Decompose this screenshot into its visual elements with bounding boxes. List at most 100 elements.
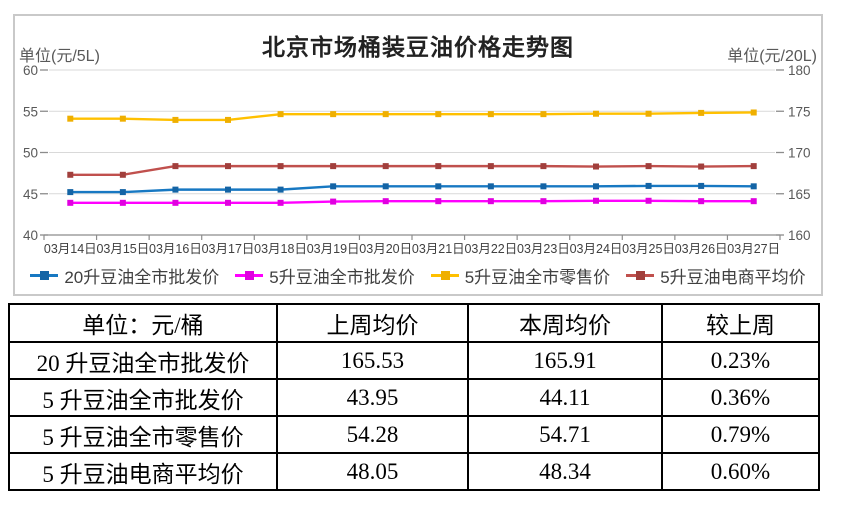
- value-cell: 44.11: [467, 378, 663, 417]
- x-axis-date-label: 03月18日: [254, 242, 307, 256]
- series-line: [70, 184, 754, 194]
- price-summary-table: 单位：元/桶 上周均价 本周均价 较上周 20 升豆油全市批发价 165.53 165.9…: [8, 303, 820, 491]
- table-row: 5 升豆油电商平均价 48.05 48.34 0.60%: [8, 452, 820, 491]
- legend-marker-icon: [235, 270, 264, 280]
- series-marker: [645, 182, 652, 189]
- legend-item: 5升豆油电商平均价: [626, 263, 806, 288]
- left-axis-tick-label: 40: [23, 228, 38, 243]
- x-axis-date-label: 03月15日: [96, 242, 149, 256]
- legend-label: 5升豆油电商平均价: [660, 267, 806, 287]
- series-marker: [698, 109, 705, 116]
- table-header-row: 单位：元/桶 上周均价 本周均价 较上周: [8, 303, 820, 343]
- series-marker: [225, 116, 231, 123]
- series-marker: [172, 163, 179, 170]
- x-axis-date-label: 03月25日: [622, 242, 675, 256]
- series-marker: [540, 163, 547, 170]
- legend-item: 5升豆油全市零售价: [430, 263, 610, 288]
- x-axis-date-label: 03月20日: [359, 242, 412, 256]
- series-marker: [750, 109, 757, 116]
- series-marker: [277, 111, 284, 118]
- right-axis-unit-label: 单位(元/20L): [727, 48, 817, 65]
- series-marker: [67, 171, 74, 178]
- series-marker: [540, 198, 547, 205]
- x-axis-date-label: 03月21日: [412, 242, 465, 256]
- series-marker: [382, 183, 389, 190]
- series-marker: [172, 199, 179, 206]
- series-marker: [435, 183, 442, 190]
- table-header-cell: 上周均价: [276, 303, 469, 343]
- series-marker: [172, 186, 179, 193]
- series-line: [70, 199, 754, 205]
- value-cell: 0.79%: [661, 415, 820, 454]
- value-cell: 54.71: [467, 415, 663, 454]
- table-row: 5 升豆油全市零售价 54.28 54.71 0.79%: [8, 415, 820, 454]
- right-axis-tick-label: 165: [788, 187, 811, 202]
- series-marker: [750, 198, 757, 205]
- legend-marker-icon: [430, 270, 459, 280]
- series-marker: [225, 186, 231, 193]
- legend-item: 5升豆油全市批发价: [235, 263, 415, 288]
- left-axis-tick-label: 60: [23, 63, 38, 78]
- series-marker: [330, 183, 337, 190]
- series-marker: [225, 163, 231, 170]
- legend-marker-icon: [30, 270, 59, 280]
- series-marker: [645, 163, 652, 170]
- series-marker: [487, 198, 494, 205]
- left-axis-tick-label: 55: [23, 104, 38, 119]
- series-marker: [435, 111, 442, 118]
- x-axis-date-label: 03月23日: [517, 242, 570, 256]
- series-marker: [540, 111, 547, 118]
- series-marker: [645, 110, 652, 117]
- series-marker: [593, 197, 599, 204]
- x-axis-date-label: 03月27日: [727, 242, 780, 256]
- right-axis-tick-label: 175: [788, 104, 811, 119]
- value-cell: 43.95: [276, 378, 469, 417]
- series-marker: [435, 198, 442, 205]
- series-marker: [119, 189, 126, 196]
- right-axis-tick-label: 160: [788, 228, 811, 243]
- row-label-cell: 5 升豆油全市批发价: [8, 378, 278, 417]
- left-axis-tick-label: 45: [23, 187, 38, 202]
- series-marker: [172, 116, 179, 123]
- series-line: [70, 164, 754, 176]
- x-axis-date-label: 03月16日: [149, 242, 202, 256]
- row-label-cell: 5 升豆油电商平均价: [8, 452, 278, 491]
- series-line: [70, 111, 754, 122]
- table-header-cell: 本周均价: [467, 303, 663, 343]
- series-marker: [382, 198, 389, 205]
- series-marker: [277, 199, 284, 206]
- series-marker: [540, 183, 547, 190]
- series-marker: [593, 110, 599, 117]
- legend-item: 20升豆油全市批发价: [30, 263, 219, 288]
- legend-label: 5升豆油全市批发价: [269, 267, 415, 287]
- series-marker: [750, 163, 757, 170]
- series-marker: [67, 189, 74, 196]
- series-marker: [330, 198, 337, 205]
- table-row: 5 升豆油全市批发价 43.95 44.11 0.36%: [8, 378, 820, 417]
- price-trend-chart-panel: 单位(元/5L) 北京市场桶装豆油价格走势图 单位(元/20L) 60 180 55…: [13, 14, 823, 296]
- value-cell: 48.34: [467, 452, 663, 491]
- x-axis-date-label: 03月22日: [464, 242, 517, 256]
- x-axis-date-label: 03月14日: [44, 242, 97, 256]
- legend-marker-icon: [626, 270, 655, 280]
- series-marker: [750, 183, 757, 190]
- x-axis-date-label: 03月26日: [675, 242, 728, 256]
- right-axis-tick-label: 180: [788, 63, 811, 78]
- table-row: 20 升豆油全市批发价 165.53 165.91 0.23%: [8, 341, 820, 380]
- series-marker: [698, 182, 705, 189]
- chart-legend: 20升豆油全市批发价 5升豆油全市批发价 5升豆油全市零售价 5升豆油电商平均价: [15, 260, 821, 290]
- series-marker: [119, 115, 126, 122]
- series-marker: [382, 111, 389, 118]
- left-axis-tick-label: 50: [23, 146, 38, 161]
- value-cell: 0.36%: [661, 378, 820, 417]
- table-header-cell: 较上周: [661, 303, 820, 343]
- row-label-cell: 20 升豆油全市批发价: [8, 341, 278, 380]
- series-marker: [330, 163, 337, 170]
- series-marker: [487, 183, 494, 190]
- series-marker: [225, 199, 231, 206]
- series-marker: [698, 198, 705, 205]
- series-marker: [119, 171, 126, 178]
- x-axis-date-label: 03月24日: [570, 242, 623, 256]
